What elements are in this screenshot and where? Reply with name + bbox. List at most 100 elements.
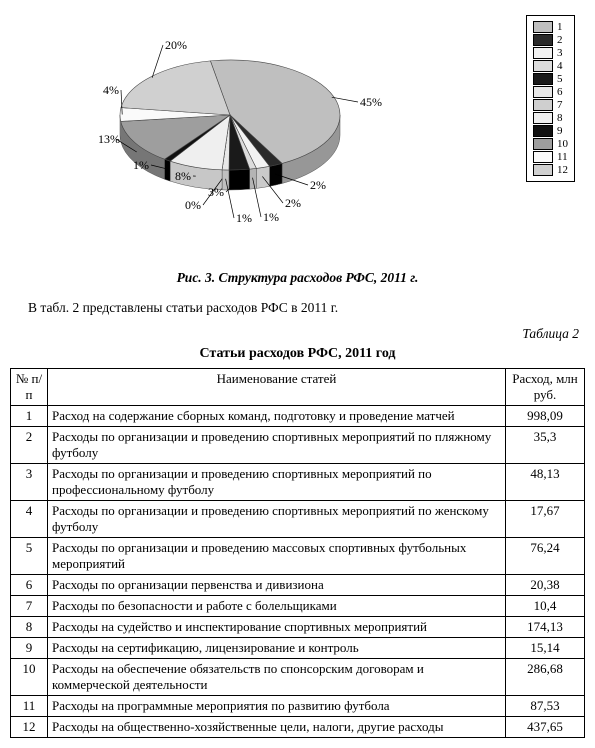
legend-item: 7: [533, 99, 568, 111]
legend-number: 6: [557, 86, 563, 98]
slice-percent-label: 1%: [133, 158, 149, 173]
cell-value: 76,24: [506, 538, 585, 575]
table-row: 7Расходы по безопасности и работе с боле…: [11, 596, 585, 617]
legend-number: 4: [557, 60, 563, 72]
cell-name: Расходы на сертификацию, лицензирование …: [48, 638, 506, 659]
legend-swatch: [533, 112, 553, 124]
slice-percent-label: 45%: [360, 95, 382, 110]
cell-num: 4: [11, 501, 48, 538]
cell-num: 1: [11, 406, 48, 427]
cell-value: 87,53: [506, 696, 585, 717]
cell-value: 35,3: [506, 427, 585, 464]
legend-number: 3: [557, 47, 563, 59]
slice-percent-label: 1%: [236, 211, 252, 226]
cell-name: Расходы по безопасности и работе с болел…: [48, 596, 506, 617]
legend-swatch: [533, 47, 553, 59]
cell-num: 11: [11, 696, 48, 717]
intro-text: В табл. 2 представлены статьи расходов Р…: [28, 300, 585, 316]
cell-name: Расходы по организации и проведению масс…: [48, 538, 506, 575]
slice-percent-label: 1%: [263, 210, 279, 225]
slice-percent-label: 0%: [185, 198, 201, 213]
pie-container: [90, 35, 370, 215]
cell-value: 437,65: [506, 717, 585, 738]
legend-number: 5: [557, 73, 563, 85]
table-row: 4Расходы по организации и проведению спо…: [11, 501, 585, 538]
cell-name: Расходы по организации и проведению спор…: [48, 427, 506, 464]
cell-value: 17,67: [506, 501, 585, 538]
legend-number: 9: [557, 125, 563, 137]
cell-num: 12: [11, 717, 48, 738]
legend-number: 2: [557, 34, 563, 46]
figure-caption: Рис. 3. Структура расходов РФС, 2011 г.: [10, 270, 585, 286]
slice-percent-label: 2%: [285, 196, 301, 211]
legend-number: 12: [557, 164, 568, 176]
cell-num: 5: [11, 538, 48, 575]
legend-swatch: [533, 86, 553, 98]
cell-value: 15,14: [506, 638, 585, 659]
table-label: Таблица 2: [10, 326, 579, 342]
legend-number: 11: [557, 151, 568, 163]
cell-value: 998,09: [506, 406, 585, 427]
table-row: 6Расходы по организации первенства и див…: [11, 575, 585, 596]
table-row: 8Расходы на судейство и инспектирование …: [11, 617, 585, 638]
legend-item: 1: [533, 21, 568, 33]
legend-swatch: [533, 60, 553, 72]
expenses-table: № п/п Наименование статей Расход, млн ру…: [10, 368, 585, 738]
legend-item: 5: [533, 73, 568, 85]
cell-name: Расходы по организации и проведению спор…: [48, 501, 506, 538]
cell-value: 174,13: [506, 617, 585, 638]
cell-num: 10: [11, 659, 48, 696]
cell-num: 8: [11, 617, 48, 638]
cell-num: 9: [11, 638, 48, 659]
legend-swatch: [533, 164, 553, 176]
col-header-value: Расход, млн руб.: [506, 369, 585, 406]
table-row: 11Расходы на программные мероприятия по …: [11, 696, 585, 717]
table-row: 1Расход на содержание сборных команд, по…: [11, 406, 585, 427]
cell-value: 48,13: [506, 464, 585, 501]
table-row: 10Расходы на обеспечение обязательств по…: [11, 659, 585, 696]
legend: 123456789101112: [526, 15, 575, 182]
col-header-num: № п/п: [11, 369, 48, 406]
legend-item: 8: [533, 112, 568, 124]
slice-percent-label: 3%: [208, 185, 224, 200]
legend-number: 7: [557, 99, 563, 111]
col-header-name: Наименование статей: [48, 369, 506, 406]
legend-swatch: [533, 99, 553, 111]
cell-name: Расходы по организации и проведению спор…: [48, 464, 506, 501]
table-row: 5Расходы по организации и проведению мас…: [11, 538, 585, 575]
slice-percent-label: 4%: [103, 83, 119, 98]
cell-name: Расходы на программные мероприятия по ра…: [48, 696, 506, 717]
cell-name: Расходы на судейство и инспектирование с…: [48, 617, 506, 638]
legend-item: 10: [533, 138, 568, 150]
cell-num: 3: [11, 464, 48, 501]
legend-item: 2: [533, 34, 568, 46]
legend-item: 12: [533, 164, 568, 176]
legend-number: 8: [557, 112, 563, 124]
cell-value: 20,38: [506, 575, 585, 596]
legend-item: 6: [533, 86, 568, 98]
legend-swatch: [533, 21, 553, 33]
legend-swatch: [533, 34, 553, 46]
slice-percent-label: 2%: [310, 178, 326, 193]
cell-name: Расходы по организации первенства и диви…: [48, 575, 506, 596]
pie-svg: [90, 35, 370, 215]
table-row: 3Расходы по организации и проведению спо…: [11, 464, 585, 501]
legend-item: 3: [533, 47, 568, 59]
legend-swatch: [533, 73, 553, 85]
legend-number: 1: [557, 21, 563, 33]
legend-number: 10: [557, 138, 568, 150]
cell-value: 286,68: [506, 659, 585, 696]
cell-value: 10,4: [506, 596, 585, 617]
legend-item: 9: [533, 125, 568, 137]
pie-chart-area: 45%2%2%1%3%1%0%8%1%13%4%20% 123456789101…: [10, 10, 585, 260]
legend-swatch: [533, 151, 553, 163]
slice-percent-label: 8%: [175, 169, 191, 184]
legend-swatch: [533, 138, 553, 150]
table-row: 2Расходы по организации и проведению спо…: [11, 427, 585, 464]
cell-num: 6: [11, 575, 48, 596]
slice-percent-label: 20%: [165, 38, 187, 53]
cell-name: Расходы на обеспечение обязательств по с…: [48, 659, 506, 696]
table-row: 12Расходы на общественно-хозяйственные ц…: [11, 717, 585, 738]
cell-num: 2: [11, 427, 48, 464]
cell-num: 7: [11, 596, 48, 617]
